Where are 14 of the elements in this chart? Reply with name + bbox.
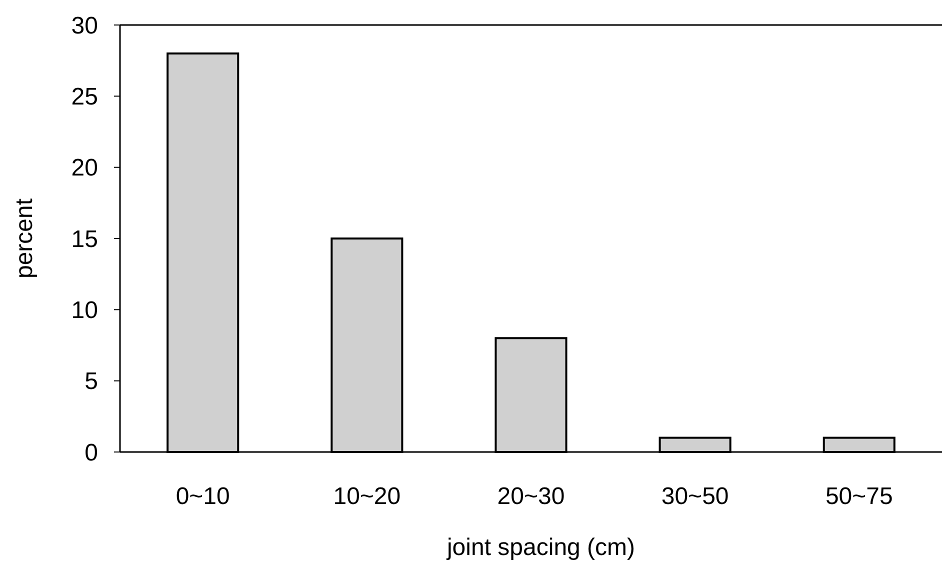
x-tick-label: 20~30 bbox=[497, 483, 565, 510]
y-tick-label: 20 bbox=[71, 154, 98, 182]
y-tick-label: 15 bbox=[71, 226, 98, 253]
y-axis-title: percent bbox=[11, 198, 38, 279]
y-tick-label: 25 bbox=[71, 84, 98, 111]
x-tick-label: 50~75 bbox=[825, 483, 893, 510]
y-tick-label: 5 bbox=[84, 368, 98, 396]
x-tick-label: 30~50 bbox=[661, 483, 729, 510]
y-tick-label: 0 bbox=[84, 439, 98, 466]
x-axis-title: joint spacing (cm) bbox=[446, 534, 636, 561]
y-tick-label: 30 bbox=[71, 12, 98, 40]
x-tick-label: 0~10 bbox=[176, 483, 230, 510]
y-tick-label: 10 bbox=[71, 297, 98, 324]
x-tick-label: 10~20 bbox=[333, 483, 401, 510]
